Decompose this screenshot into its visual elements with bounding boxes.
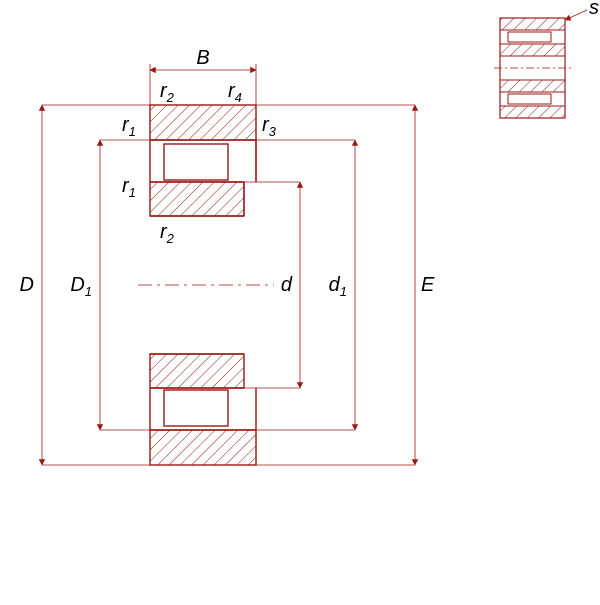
- label-dim-D1: D1: [70, 274, 92, 299]
- roller-top: [164, 144, 228, 180]
- label-dim-d1: d1: [329, 274, 347, 299]
- inner-ring-bottom: [150, 354, 244, 388]
- label-r1-bot: r1: [122, 175, 136, 200]
- thumb-part: [500, 106, 565, 118]
- label-r2-top: r2: [160, 80, 175, 105]
- label-dim-D: D: [20, 274, 34, 296]
- bearing-diagram: r1 r1 r2 r2 r3 r4 B D D1 d d1 Es: [0, 0, 600, 600]
- label-r4: r4: [228, 80, 242, 105]
- thumb-part: [500, 80, 565, 92]
- drawing-group: r1 r1 r2 r2 r3 r4 B D D1 d d1 Es: [20, 0, 599, 465]
- inner-ring-top: [150, 182, 244, 216]
- label-r3: r3: [262, 114, 277, 139]
- roller-bottom: [164, 390, 228, 426]
- label-B: B: [196, 47, 209, 69]
- outer-ring-top: [150, 105, 256, 140]
- leader-s: [565, 10, 587, 20]
- outer-ring-bottom: [150, 430, 256, 465]
- label-dim-d: d: [281, 274, 293, 296]
- thumb-part: [500, 44, 565, 56]
- label-r2-bot: r2: [160, 221, 175, 246]
- label-dim-E: E: [421, 274, 435, 296]
- thumb-part: [500, 18, 565, 30]
- label-s: s: [589, 0, 599, 19]
- label-r1-top: r1: [122, 114, 136, 139]
